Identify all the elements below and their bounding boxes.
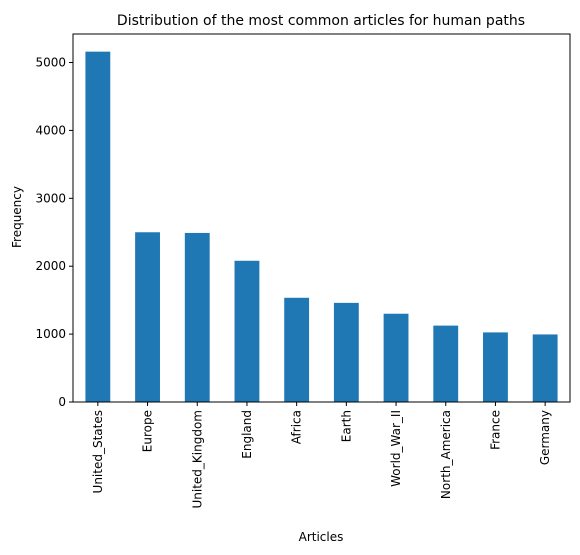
x-tick-label: Africa: [290, 410, 304, 444]
x-tick-label: Europe: [141, 410, 155, 452]
bar-north-america: [433, 325, 459, 402]
bar-france: [483, 332, 508, 402]
x-tick-label: Earth: [339, 410, 353, 442]
plot-frame: [72, 33, 571, 403]
y-tick-label: 4000: [35, 123, 66, 137]
y-tick-label: 2000: [35, 259, 66, 273]
x-tick-label: Germany: [538, 410, 552, 465]
x-tick-label: England: [240, 410, 254, 459]
x-axis-title: Articles: [299, 530, 344, 544]
x-tick-label: United_States: [91, 410, 105, 493]
bar-united-kingdom: [184, 232, 210, 402]
bar-england: [234, 260, 260, 402]
y-tick-label: 3000: [35, 191, 66, 205]
bar-world-war-ii: [383, 313, 409, 402]
x-tick-label: United_Kingdom: [190, 410, 204, 509]
bar-europe: [135, 232, 160, 402]
y-tick-label: 1000: [35, 327, 66, 341]
y-axis-title: Frequency: [10, 186, 24, 248]
y-tick-label: 5000: [35, 56, 66, 70]
bar-united-states: [85, 51, 111, 402]
chart-title: Distribution of the most common articles…: [117, 13, 525, 29]
bar-africa: [284, 297, 310, 402]
bar-germany: [532, 334, 558, 402]
y-tick-label: 0: [58, 395, 66, 409]
x-axis: United_States Europe United_Kingdom England…: [91, 402, 552, 509]
y-axis: 0 1000 2000 3000 4000 5000: [35, 56, 73, 409]
x-tick-label: North_America: [439, 410, 453, 499]
x-tick-label: World_War_II: [389, 410, 403, 487]
bar-earth: [333, 302, 359, 402]
bars-group: [85, 51, 558, 402]
x-tick-label: France: [488, 410, 502, 450]
